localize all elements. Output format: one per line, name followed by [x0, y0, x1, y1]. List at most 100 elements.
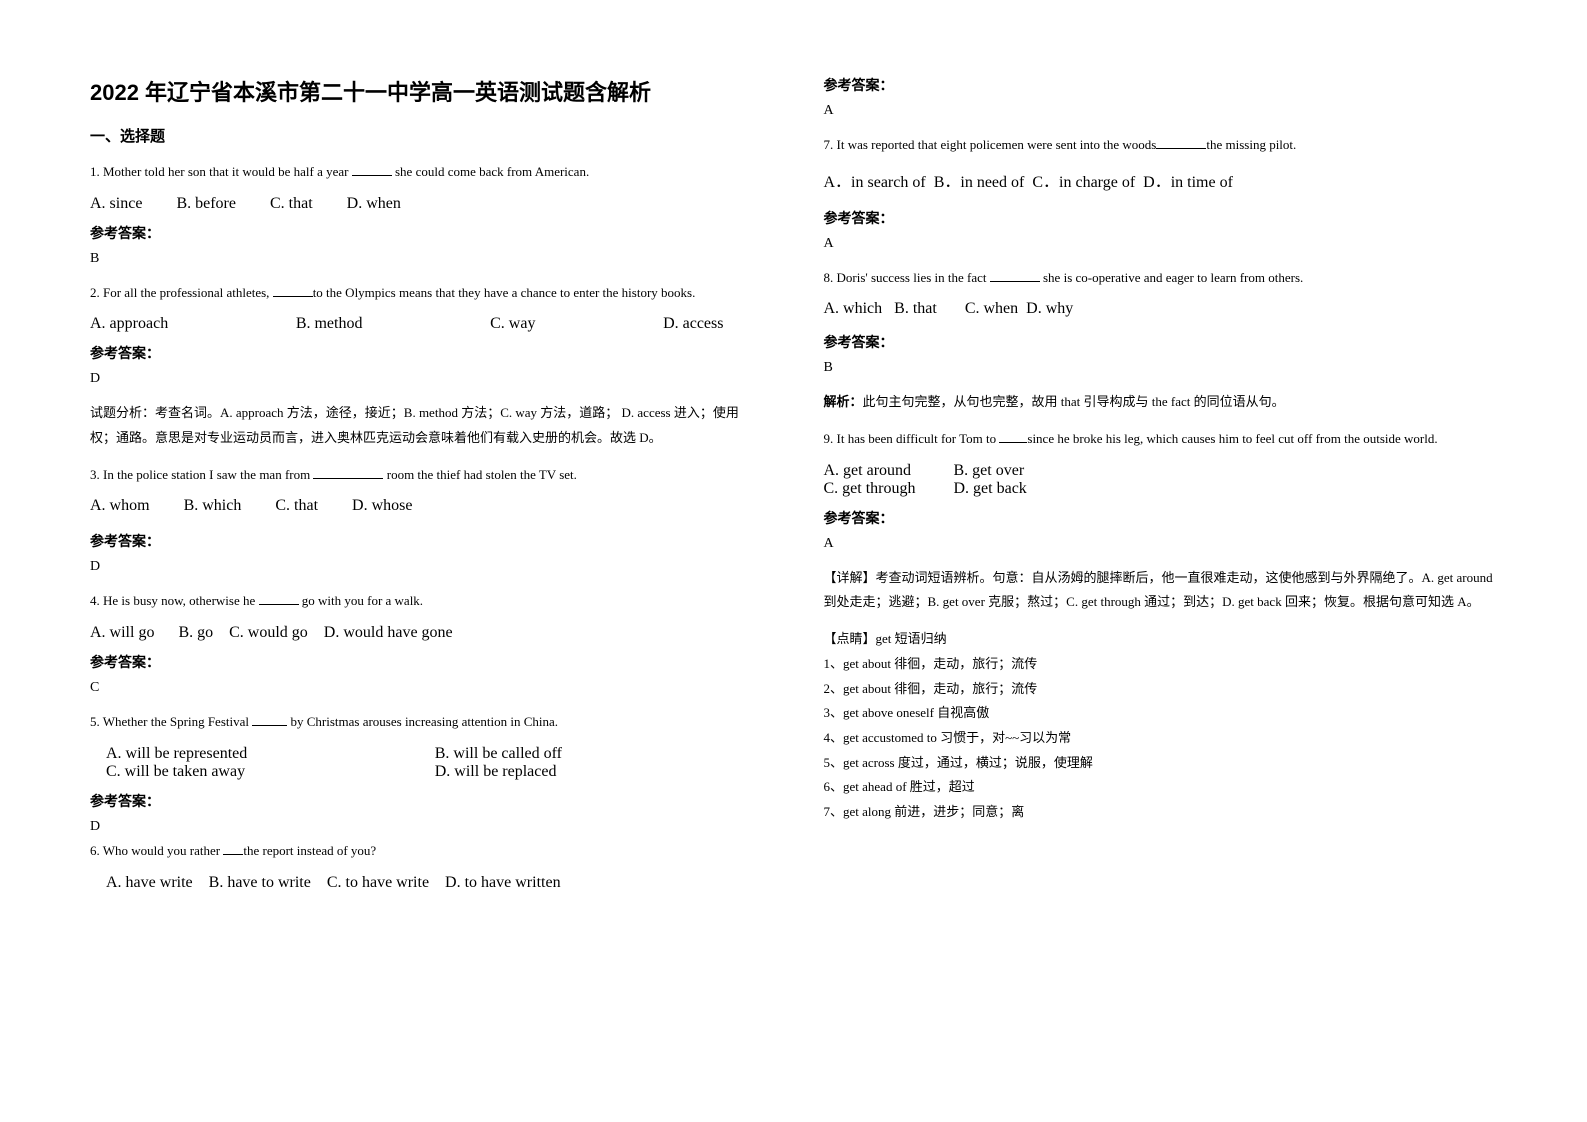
- option-b: B. have to write: [209, 874, 311, 892]
- answer: D: [90, 371, 764, 387]
- option-d: D. whose: [352, 497, 412, 515]
- explanation-text: 此句主句完整，从句也完整，故用 that 引导构成与 the fact 的同位语…: [863, 394, 1285, 409]
- option-a: A. which: [824, 300, 883, 318]
- option-c: C. to have write: [327, 874, 429, 892]
- option-c: C．in charge of: [1032, 168, 1135, 192]
- q-text-before: 6. Who would you rather: [90, 843, 223, 858]
- q-text-after: she is co-operative and eager to learn f…: [1040, 270, 1304, 285]
- options: A. have write B. have to write C. to hav…: [90, 874, 764, 892]
- list-item: 2、get about 徘徊，走动，旅行；流传: [824, 677, 1498, 702]
- q-text-before: 5. Whether the Spring Festival: [90, 714, 252, 729]
- blank: [352, 162, 392, 176]
- option-b: B. which: [184, 497, 242, 515]
- right-column: 参考答案： A 7. It was reported that eight po…: [824, 75, 1498, 1047]
- answer-label: 参考答案：: [90, 791, 764, 811]
- option-c: C. when: [965, 300, 1018, 318]
- answer: D: [90, 819, 764, 835]
- options: A. since B. before C. that D. when: [90, 195, 764, 213]
- option-a: A. whom: [90, 497, 150, 515]
- answer-label: 参考答案：: [824, 208, 1498, 228]
- q-text-before: 4. He is busy now, otherwise he: [90, 593, 259, 608]
- explanation: 【详解】考查动词短语辨析。句意：自从汤姆的腿摔断后，他一直很难走动，这使他感到与…: [824, 566, 1498, 615]
- blank: [990, 268, 1040, 282]
- list-item: 1、get about 徘徊，走动，旅行；流传: [824, 652, 1498, 677]
- left-column: 2022 年辽宁省本溪市第二十一中学高一英语测试题含解析 一、选择题 1. Mo…: [90, 75, 764, 1047]
- question-text: 8. Doris' success lies in the fact she i…: [824, 266, 1498, 291]
- list-item: 7、get along 前进，进步；同意；离: [824, 800, 1498, 825]
- question-2: 2. For all the professional athletes, to…: [90, 281, 764, 310]
- blank: [273, 283, 313, 297]
- answer: B: [90, 251, 764, 267]
- options: A．in search of B．in need of C．in charge …: [824, 168, 1498, 192]
- option-b: B. method: [296, 315, 363, 333]
- option-a: A. have write: [106, 874, 193, 892]
- option-d: D. will be replaced: [435, 763, 764, 781]
- option-a: A. will be represented: [106, 745, 435, 763]
- question-6: 6. Who would you rather the report inste…: [90, 839, 764, 868]
- question-text: 7. It was reported that eight policemen …: [824, 133, 1498, 158]
- question-3: 3. In the police station I saw the man f…: [90, 463, 764, 492]
- option-a: A. approach: [90, 315, 168, 333]
- question-text: 9. It has been difficult for Tom to sinc…: [824, 427, 1498, 452]
- question-text: 1. Mother told her son that it would be …: [90, 160, 764, 185]
- options: A. whom B. which C. that D. whose: [90, 497, 764, 515]
- question-5: 5. Whether the Spring Festival by Christ…: [90, 710, 764, 739]
- option-a: A. since: [90, 195, 142, 213]
- option-d: D. would have gone: [324, 624, 453, 642]
- hint-label: 【点睛】get 短语归纳: [824, 627, 1498, 652]
- q-text-after: by Christmas arouses increasing attentio…: [287, 714, 558, 729]
- option-d: D. get back: [954, 480, 1498, 498]
- option-d: D. when: [347, 195, 401, 213]
- list-item: 3、get above oneself 自视高傲: [824, 701, 1498, 726]
- blank: [999, 429, 1027, 443]
- answer-label: 参考答案：: [90, 343, 764, 363]
- option-d: D．in time of: [1143, 168, 1233, 192]
- explanation: 试题分析：考查名词。A. approach 方法，途径，接近；B. method…: [90, 401, 764, 450]
- option-a: A. will go: [90, 624, 154, 642]
- question-1: 1. Mother told her son that it would be …: [90, 160, 764, 189]
- option-d: D. why: [1026, 300, 1073, 318]
- q-text-after: since he broke his leg, which causes him…: [1027, 431, 1437, 446]
- option-c: C. that: [275, 497, 318, 515]
- blank: [259, 591, 299, 605]
- blank: [313, 465, 383, 479]
- q-text-before: 7. It was reported that eight policemen …: [824, 137, 1157, 152]
- question-9: 9. It has been difficult for Tom to sinc…: [824, 427, 1498, 456]
- q-text-after: go with you for a walk.: [299, 593, 424, 608]
- options: A. get around B. get over C. get through…: [824, 462, 1498, 498]
- q-text-before: 3. In the police station I saw the man f…: [90, 467, 313, 482]
- q-text-after: the missing pilot.: [1206, 137, 1296, 152]
- explanation-label: 解析：: [824, 394, 863, 409]
- option-b: B. go: [178, 624, 213, 642]
- q-text-after: she could come back from American.: [392, 164, 589, 179]
- question-text: 2. For all the professional athletes, to…: [90, 281, 764, 306]
- question-text: 3. In the police station I saw the man f…: [90, 463, 764, 488]
- answer: B: [824, 360, 1498, 376]
- option-c: C. would go: [229, 624, 308, 642]
- list-item: 5、get across 度过，通过，横过；说服，使理解: [824, 751, 1498, 776]
- answer: A: [824, 536, 1498, 552]
- question-text: 4. He is busy now, otherwise he go with …: [90, 589, 764, 614]
- answer-label: 参考答案：: [824, 508, 1498, 528]
- option-d: D. to have written: [445, 874, 561, 892]
- question-text: 5. Whether the Spring Festival by Christ…: [90, 710, 764, 735]
- options: A. approach B. method C. way D. access: [90, 315, 764, 333]
- answer-label: 参考答案：: [90, 531, 764, 551]
- q-text-after: the report instead of you?: [243, 843, 376, 858]
- option-b: B. before: [176, 195, 236, 213]
- blank: [252, 712, 287, 726]
- answer-label: 参考答案：: [90, 223, 764, 243]
- option-a: A. get around: [824, 462, 954, 480]
- q-text-before: 8. Doris' success lies in the fact: [824, 270, 990, 285]
- blank: [223, 841, 243, 855]
- list-item: 4、get accustomed to 习惯于，对~~习以为常: [824, 726, 1498, 751]
- question-4: 4. He is busy now, otherwise he go with …: [90, 589, 764, 618]
- option-b: B. will be called off: [435, 745, 764, 763]
- options: A. will be represented B. will be called…: [90, 745, 764, 781]
- q-text-before: 9. It has been difficult for Tom to: [824, 431, 1000, 446]
- question-7: 7. It was reported that eight policemen …: [824, 133, 1498, 162]
- answer: C: [90, 680, 764, 696]
- list-item: 6、get ahead of 胜过，超过: [824, 775, 1498, 800]
- answer-label: 参考答案：: [824, 332, 1498, 352]
- section-header: 一、选择题: [90, 125, 764, 146]
